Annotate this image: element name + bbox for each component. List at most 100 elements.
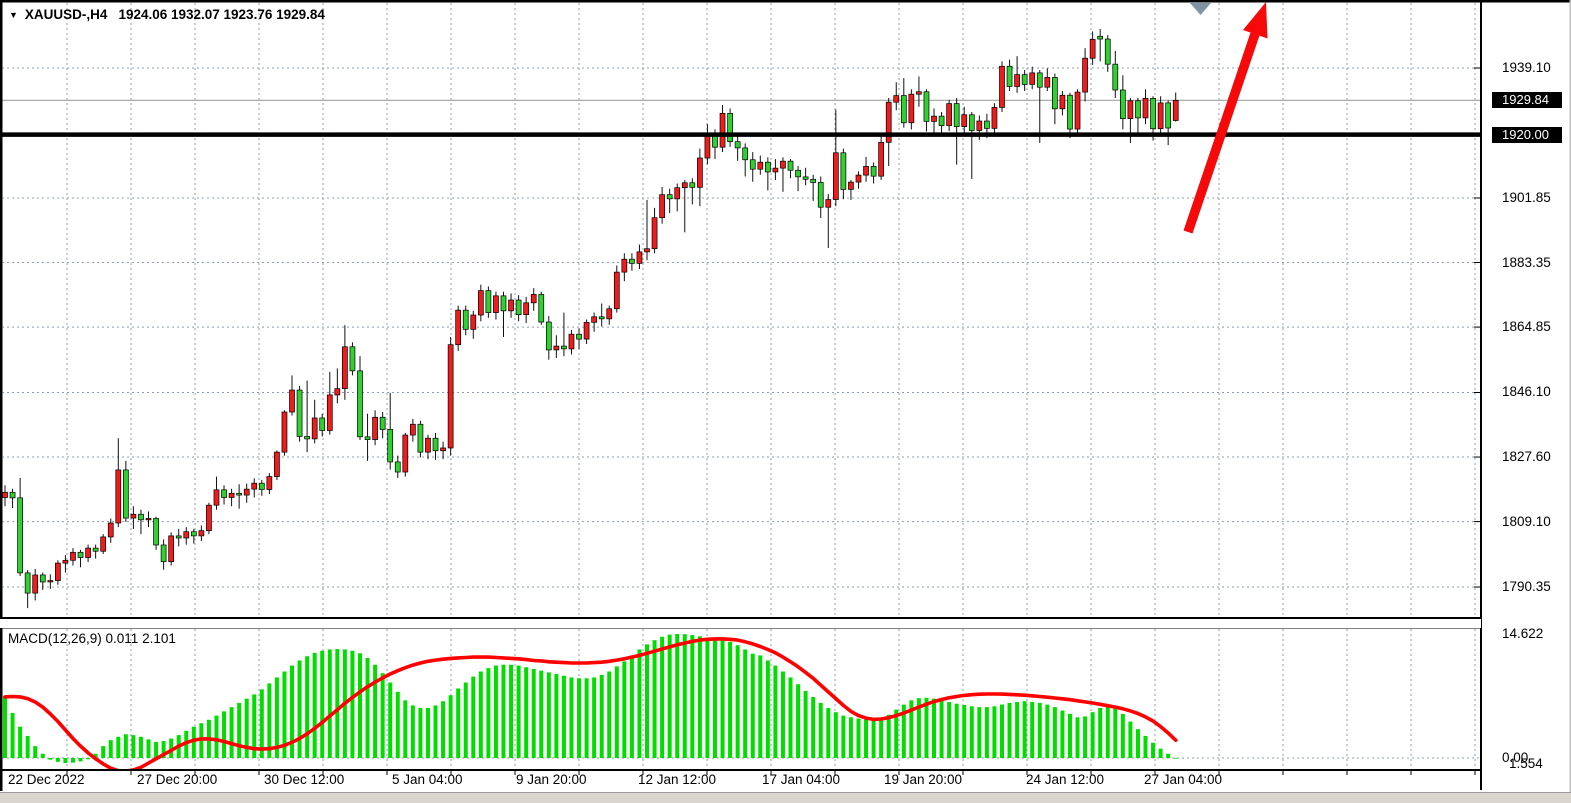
candle-body: [1067, 94, 1073, 130]
candle-body: [258, 482, 265, 490]
candle-body: [689, 182, 696, 188]
candle-body: [697, 157, 703, 188]
candle-body: [606, 308, 613, 320]
candle-body: [613, 271, 620, 310]
candle-body: [1157, 102, 1164, 130]
candle-body: [787, 160, 794, 171]
candle-body: [734, 141, 741, 149]
candle-body: [1036, 72, 1043, 88]
candle-body: [1089, 39, 1096, 59]
candle-body: [432, 437, 439, 452]
candle-body: [334, 388, 341, 396]
candle-body: [953, 103, 960, 127]
candle-body: [765, 161, 771, 173]
candle-body: [1104, 38, 1111, 65]
candle-body: [319, 417, 326, 431]
candle-body: [984, 120, 990, 129]
candle-body: [893, 95, 900, 103]
trend-arrow-annotation[interactable]: [1183, 2, 1268, 234]
candle-body: [719, 113, 726, 148]
candle-body: [289, 389, 295, 413]
candle-body: [757, 161, 764, 170]
candle-body: [311, 417, 318, 440]
candle-body: [243, 488, 250, 496]
candle-body: [885, 101, 892, 143]
candle-body: [749, 159, 756, 170]
candle-body: [1052, 77, 1058, 110]
down-triangle-marker-icon[interactable]: [1190, 3, 1211, 15]
candle-body: [515, 299, 522, 316]
candle-body: [493, 295, 499, 313]
candle-body: [372, 416, 378, 440]
candle-body: [24, 572, 31, 594]
candle-body: [621, 258, 628, 273]
candle-body: [213, 489, 220, 506]
candle-body: [440, 447, 446, 452]
candle-body: [878, 141, 884, 177]
candle-body: [326, 394, 333, 431]
candle-body: [999, 65, 1005, 108]
candle-body: [236, 492, 242, 496]
candle-body: [863, 166, 869, 176]
candle-body: [938, 115, 945, 126]
candle-body: [55, 562, 61, 581]
candle-body: [583, 322, 590, 340]
candle-body: [145, 518, 152, 521]
candle-body: [387, 429, 394, 463]
macd-histogram: [3, 634, 1178, 764]
candle-body: [561, 345, 567, 350]
candle-body: [1044, 77, 1051, 88]
candle-body: [795, 169, 801, 178]
candle-body: [666, 194, 673, 200]
candle-body: [1112, 63, 1119, 91]
candle-body: [810, 178, 817, 183]
candle-body: [251, 482, 258, 490]
candle-body: [198, 530, 205, 537]
candle-body: [659, 194, 665, 219]
candle-body: [266, 476, 273, 490]
candle-body: [946, 103, 952, 126]
candle-body: [1172, 99, 1179, 121]
candle-body: [357, 370, 363, 438]
candle-body: [500, 295, 507, 312]
candle-body: [77, 551, 84, 558]
candle-body: [916, 91, 922, 95]
candle-body: [681, 182, 688, 189]
candle-body: [1074, 91, 1081, 130]
candle-body: [1127, 100, 1134, 119]
candle-body: [704, 132, 711, 159]
candle-body: [900, 95, 907, 124]
candle-body: [848, 181, 854, 190]
candle-body: [1119, 89, 1126, 119]
candle-body: [477, 290, 484, 316]
candle-body: [349, 346, 356, 372]
candle-body: [1165, 102, 1172, 129]
candle-body: [727, 113, 733, 142]
candle-body: [1135, 100, 1141, 119]
candle-body: [961, 114, 968, 127]
candle-body: [855, 174, 862, 183]
candle-body: [153, 518, 159, 546]
candle-body: [976, 120, 983, 131]
candle-body: [47, 580, 54, 583]
candle-body: [9, 491, 16, 499]
candle-body: [92, 547, 99, 552]
candle-body: [651, 217, 658, 250]
candle-body: [923, 91, 930, 122]
candle-body: [138, 513, 144, 521]
candle-body: [175, 535, 182, 539]
candle-body: [417, 423, 424, 453]
candle-body: [832, 152, 839, 200]
candle-body: [228, 492, 235, 498]
candle-body: [296, 389, 303, 437]
candle-body: [825, 199, 832, 208]
candle-body: [100, 536, 107, 552]
candle-body: [629, 258, 635, 264]
pane-separator[interactable]: [0, 619, 1481, 628]
candle-body: [968, 114, 975, 131]
candle-body: [115, 469, 122, 524]
candle-body: [274, 451, 280, 477]
candle-body: [591, 316, 597, 323]
candle-body: [931, 115, 937, 122]
